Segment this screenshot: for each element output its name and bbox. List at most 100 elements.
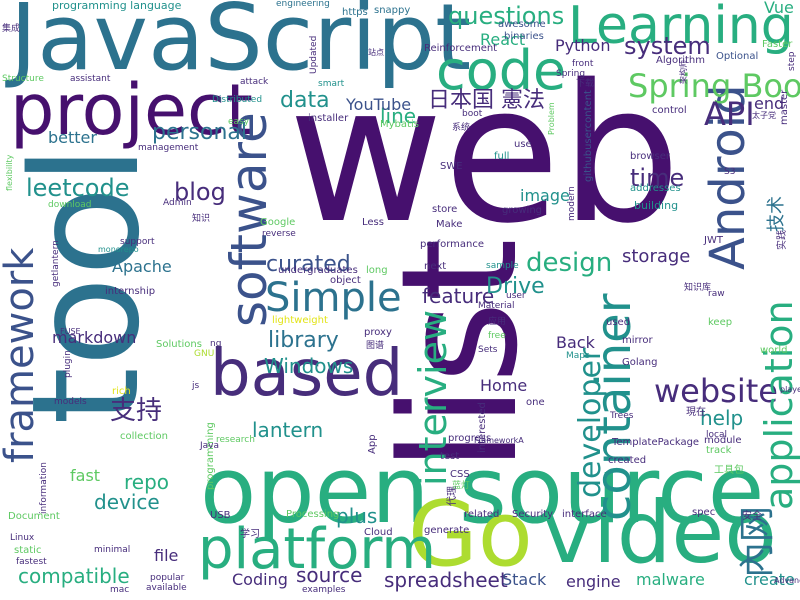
word-programming-language-68: programming language <box>52 0 182 12</box>
word-world-112: world <box>760 345 788 356</box>
word-help-46: help <box>700 406 744 430</box>
word-open-source-3: open source <box>200 437 765 544</box>
word-usb-178: USB <box>210 510 231 521</box>
word-control-80: control <box>652 105 687 116</box>
word-website-17: website <box>654 372 778 410</box>
word-cjk-174: 代理 <box>447 486 458 506</box>
word-popular-193: popular <box>150 573 185 583</box>
word-react-66: React <box>480 30 526 49</box>
word-modern-147: modern <box>567 186 577 221</box>
word-code-10: code <box>436 39 567 102</box>
word-feature-35: feature <box>422 284 495 308</box>
word-application-41: application <box>757 300 800 510</box>
word-library-37: library <box>268 328 339 353</box>
word-cjk-146: 站点 <box>368 48 384 57</box>
word-questions-18: questions <box>448 2 565 30</box>
word-cjk-64: 技术 <box>766 196 787 232</box>
word-rich-153: rich <box>112 386 131 397</box>
word-curated-32: curated <box>266 252 351 277</box>
word-sets-120: Sets <box>478 345 498 355</box>
word-google-97: Google <box>260 217 296 228</box>
word-use-87: use <box>514 139 532 150</box>
word-cjk-23: 日本国 憲法 <box>428 88 545 113</box>
word-keep-111: keep <box>708 317 733 328</box>
word-getlantern-132: getlantern <box>51 240 61 287</box>
word-javascript-4: JavaScript <box>10 0 472 91</box>
word-repo-47: repo <box>124 470 170 494</box>
word-personal-25: personal <box>152 120 248 145</box>
word-module-165: module <box>704 435 742 446</box>
word-cjk-116: 应用 <box>488 317 507 327</box>
word-leetcode-27: leetcode <box>26 174 130 202</box>
word-fast-49: fast <box>70 466 101 485</box>
word-video-6: video <box>542 483 777 583</box>
word-problem-152: Problem <box>547 102 556 135</box>
word-js-160: js <box>192 381 200 391</box>
word-engineering-69: engineering <box>276 0 330 9</box>
word-flexibility-137: flexibility <box>5 154 14 191</box>
word-raw-109: raw <box>708 289 725 299</box>
word-document-186: Document <box>8 511 60 522</box>
word-cjk-167: 現在 <box>686 407 706 418</box>
word-faster-77: Faster <box>762 39 793 50</box>
word-home-60: Home <box>480 376 528 395</box>
word-line-22: line <box>380 104 417 128</box>
word-free-117: free <box>488 331 506 341</box>
word-spreadsheet-54: spreadsheet <box>384 568 508 592</box>
word-youtube-24: YouTube <box>346 95 412 114</box>
word-python-65: Python <box>555 36 611 55</box>
word-learning-11: Learning <box>568 0 794 56</box>
word-data-21: data <box>280 88 330 113</box>
word-maps-121: Maps <box>566 351 590 361</box>
word-fuse-133: FUSE <box>60 327 81 336</box>
word-download-136: download <box>48 200 92 210</box>
word-next-103: next <box>424 261 447 272</box>
word-front-78: front <box>572 59 594 69</box>
word-cjk-148: 架构师 <box>679 60 688 84</box>
word-lantern-45: lantern <box>252 418 324 442</box>
word-static-188: static <box>14 545 42 556</box>
word-trees-175: Trees <box>610 411 634 421</box>
word-linux-187: Linux <box>10 533 35 543</box>
word-css-171: CSS <box>450 469 470 480</box>
word-player-198: player <box>780 385 800 394</box>
word-track-168: track <box>706 445 732 456</box>
word-end-62: end <box>754 94 785 113</box>
word-step-150: step <box>787 51 797 71</box>
word-algorithm-75: Algorithm <box>656 55 705 66</box>
word-easy-139: easy <box>228 117 250 127</box>
word-swe-89: SWE <box>440 161 463 172</box>
word-make-94: Make <box>436 219 463 230</box>
word-cjk-110: 知识库 <box>684 283 712 293</box>
word-minimal-190: minimal <box>94 545 131 555</box>
word-better-26: better <box>48 128 97 147</box>
word-mirror-122: mirror <box>622 335 653 346</box>
word-monorepo-130: monorepo <box>98 245 139 254</box>
word-device-48: device <box>94 490 160 514</box>
word-interested-176: interested <box>477 402 488 453</box>
word-drive-36: Drive <box>486 274 545 299</box>
word-reinforcement-74: Reinforcement <box>424 43 498 54</box>
word-progress-162: progress <box>448 433 492 444</box>
word-cjk-108: 实践 <box>777 230 788 250</box>
word-vue-67: Vue <box>764 0 794 17</box>
word-attack-141: attack <box>240 77 269 87</box>
word-proxy-118: proxy <box>364 327 392 338</box>
word-smart-83: smart <box>318 79 345 89</box>
word-available-195: available <box>146 583 187 593</box>
word-solutions-125: Solutions <box>156 339 202 350</box>
word-image-30: image <box>520 186 570 205</box>
word-fastest-189: fastest <box>16 557 47 567</box>
word-store-93: store <box>432 204 458 215</box>
word-created-170: created <box>608 455 647 466</box>
word-object-101: object <box>330 275 361 286</box>
word-framework-13: framework <box>0 247 43 463</box>
word-generate-180: generate <box>424 525 470 536</box>
word-less-96: Less <box>362 217 384 228</box>
word-binaries-73: binaries <box>504 31 544 42</box>
word-support-131: support <box>120 237 155 247</box>
word-storage-33: storage <box>622 246 691 267</box>
word-long-102: long <box>366 265 388 276</box>
word-ng-127: ng <box>210 339 222 349</box>
word-apache-34: Apache <box>112 257 172 276</box>
